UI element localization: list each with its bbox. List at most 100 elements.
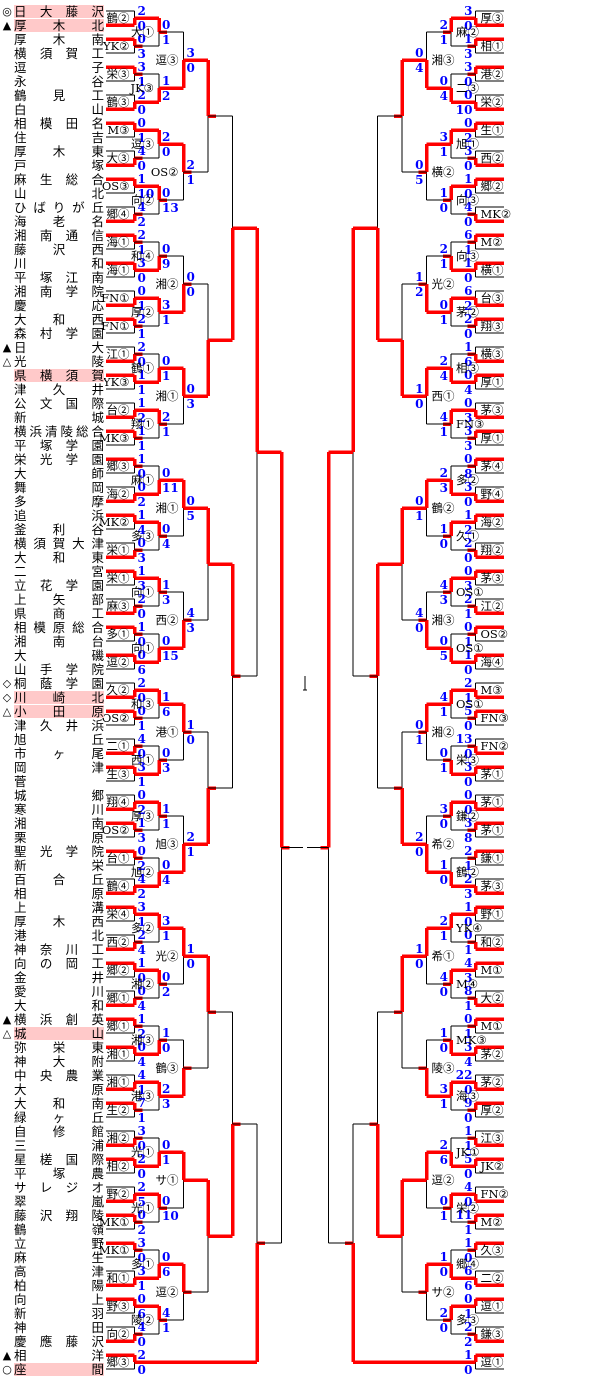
score-text: 3	[162, 761, 170, 775]
team-row: ▲ 相洋	[0, 1348, 104, 1362]
match-label: 逗③	[156, 53, 179, 67]
team-row: 麻生総合	[0, 172, 104, 186]
score-text: 4	[138, 732, 146, 746]
score-text: 0	[464, 1251, 472, 1265]
team-name: 寒川	[14, 801, 104, 817]
score-text: 3	[464, 887, 472, 901]
team-name: 百合丘	[14, 871, 104, 887]
seed-mark: ▲	[2, 1348, 12, 1362]
team-name: 厚木東	[14, 143, 104, 159]
team-name: 市ヶ尾	[14, 745, 104, 761]
team-row: 岡津	[0, 760, 104, 774]
team-row: 旭丘	[0, 732, 104, 746]
score-text: 1	[138, 424, 146, 438]
match-label: 茅①	[481, 823, 504, 837]
match-label: 旭①	[456, 137, 479, 151]
score-text: 0	[162, 746, 170, 760]
match-label: 向①	[131, 585, 154, 599]
score-text: 0	[440, 298, 448, 312]
score-text: 2	[138, 928, 146, 942]
score-text: 1	[138, 915, 146, 929]
team-name: 県横須賀	[14, 367, 104, 383]
match-label: 久①	[456, 529, 479, 543]
team-row: 麻生	[0, 1250, 104, 1264]
score-text: 1	[464, 1027, 472, 1041]
match-label: 鶴①	[131, 361, 154, 375]
team-name: 公文国際	[14, 395, 104, 411]
score-text: 4	[440, 410, 448, 424]
score-text: 0	[464, 75, 472, 89]
team-row: 公文国際	[0, 396, 104, 410]
score-text: 6	[138, 663, 146, 677]
team-row: 上溝	[0, 900, 104, 914]
score-text: 0	[138, 19, 146, 33]
team-row: 二宮	[0, 564, 104, 578]
team-row: 慶應藤沢	[0, 1334, 104, 1348]
team-row: 相原	[0, 886, 104, 900]
score-text: 1	[464, 648, 472, 662]
score-text: 0	[138, 1139, 146, 1153]
score-text: 2	[415, 285, 423, 299]
team-name: 日大	[14, 339, 104, 355]
team-name: 鶴嶺	[14, 1221, 104, 1237]
match-label: 向②	[107, 1327, 130, 1341]
match-label: 茅③	[481, 403, 504, 417]
team-row: 舞岡	[0, 480, 104, 494]
team-row: 大和東	[0, 550, 104, 564]
score-text: 2	[464, 312, 472, 326]
score-text: 11	[162, 481, 179, 495]
team-name: 釜利谷	[14, 521, 104, 537]
score-text: 0	[162, 1194, 170, 1208]
score-text: 4	[162, 537, 170, 551]
team-row: ◇ 桐蔭学園	[0, 676, 104, 690]
score-text: 3	[138, 831, 146, 845]
team-row: 愛川	[0, 984, 104, 998]
score-text: 0	[162, 242, 170, 256]
match-label: M④	[456, 977, 478, 991]
team-row: 県横須賀	[0, 368, 104, 382]
score-text: 0	[415, 845, 423, 859]
score-text: 0	[464, 368, 472, 382]
score-text: 2	[138, 228, 146, 242]
match-label: 江③	[481, 1131, 504, 1145]
score-text: 1	[415, 509, 423, 523]
team-row: ▲ 横浜創英	[0, 1012, 104, 1026]
score-text: 0	[440, 1321, 448, 1335]
match-label: MK①	[99, 1243, 130, 1257]
score-text: 1	[138, 564, 146, 578]
score-text: 2	[162, 89, 170, 103]
team-name: 厚木南	[14, 31, 104, 47]
team-row: 新栄	[0, 858, 104, 872]
team-name: 立野	[14, 1235, 104, 1251]
match-label: 光①	[131, 1145, 154, 1159]
score-text: 0	[138, 1363, 146, 1377]
team-row: 平塚学園	[0, 438, 104, 452]
score-text: 6	[162, 705, 170, 719]
score-text: 0	[138, 691, 146, 705]
team-row: ◇ 川崎北	[0, 690, 104, 704]
score-text: 1	[162, 74, 170, 88]
match-label: 湘①	[156, 501, 179, 515]
score-text: 0	[162, 858, 170, 872]
score-text: 2	[138, 887, 146, 901]
team-name: 翠嵐	[14, 1193, 104, 1209]
score-text: 2	[138, 495, 146, 509]
score-text: 1	[464, 859, 472, 873]
match-label: 西①	[432, 389, 455, 403]
team-row: 新城	[0, 410, 104, 424]
score-text: 0	[187, 494, 195, 508]
score-text: 0	[464, 663, 472, 677]
score-text: 2	[162, 985, 170, 999]
score-text: 0	[187, 285, 195, 299]
score-text: 0	[464, 19, 472, 33]
score-text: 4	[162, 1306, 170, 1320]
score-text: 1	[162, 929, 170, 943]
score-text: 2	[415, 830, 423, 844]
score-text: 0	[415, 957, 423, 971]
team-row: 永谷	[0, 74, 104, 88]
team-name: 金井	[14, 969, 104, 985]
score-text: 3	[464, 47, 472, 61]
score-text: 1	[162, 817, 170, 831]
score-text: 3	[138, 60, 146, 74]
team-name: 平塚農	[14, 1165, 104, 1181]
